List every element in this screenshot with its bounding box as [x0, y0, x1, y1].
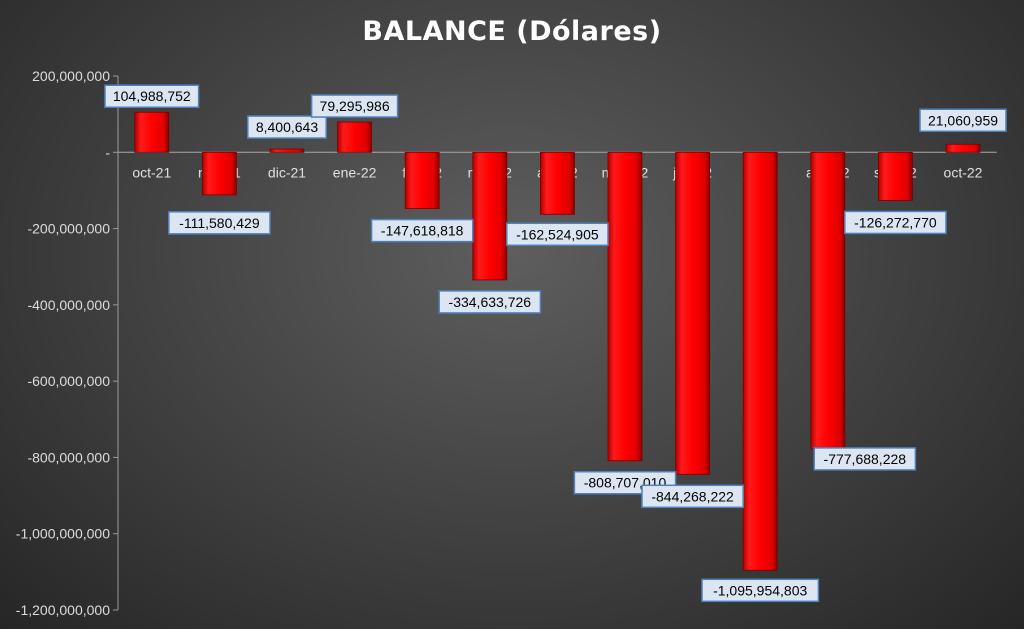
data-labels-layer: 104,988,752 -111,580,429 8,400,64379,295,9…: [104, 84, 1007, 603]
y-tick-label: 200,000,000: [32, 68, 110, 84]
y-tick-label: -600,000,000: [27, 373, 110, 389]
data-label: 79,295,986: [320, 98, 390, 114]
bar-dic-21: [269, 148, 305, 153]
data-label: 8,400,643: [256, 119, 318, 135]
data-label-box: [370, 218, 474, 243]
data-label: 21,060,959: [928, 112, 998, 128]
data-label-box: [168, 211, 271, 235]
bar-mar-22: [472, 151, 508, 281]
data-label: -334,633,726: [449, 294, 532, 310]
bar-ago-22: [810, 151, 846, 450]
data-label: -111,580,429: [179, 215, 260, 231]
data-label: -844,268,222: [651, 488, 734, 504]
bar-abr-22: [540, 151, 575, 215]
data-label-box: [438, 290, 542, 314]
y-tick-label: -1,000,000,000: [16, 526, 110, 542]
y-tick-label: -400,000,000: [27, 297, 110, 313]
data-label: -147,618,818: [381, 223, 464, 239]
y-tick-label: -: [105, 144, 110, 160]
data-label: -126,272,770: [854, 214, 937, 230]
data-label-box: [844, 210, 947, 235]
data-label: -1,095,954,803: [713, 582, 807, 598]
bar-oct-22: [945, 143, 981, 153]
data-label-box: [247, 115, 327, 139]
data-label: -162,524,905: [516, 226, 599, 242]
y-tick-label: -1,200,000,000: [16, 602, 110, 618]
chart-title: BALANCE (Dólares): [362, 16, 662, 47]
x-tick-label: oct-21: [132, 164, 171, 180]
data-label-box: [701, 578, 820, 603]
bars-layer: [134, 111, 981, 571]
y-tick-label: -800,000,000: [27, 449, 110, 465]
bar-ene-22: [337, 121, 373, 153]
x-tick-label: ene-22: [333, 164, 377, 180]
x-tick-label: dic-21: [268, 164, 306, 180]
bar-jun-22: [675, 151, 710, 475]
bar-feb-22: [404, 151, 440, 209]
data-label: 104,988,752: [113, 88, 191, 104]
bar-jul-22: [742, 151, 778, 571]
y-tick-label: -200,000,000: [27, 221, 110, 237]
bar-oct-21: [134, 111, 170, 153]
data-label-box: [310, 94, 399, 118]
data-label: -777,688,228: [824, 451, 907, 467]
bar-nov-21: [201, 151, 237, 196]
bar-may-22: [607, 151, 643, 462]
data-label-box: [919, 108, 1007, 133]
data-label-box: [104, 84, 200, 108]
data-label-box: [506, 222, 609, 247]
data-label-box: [641, 484, 744, 509]
data-label-box: [813, 447, 917, 471]
x-tick-label: oct-22: [944, 164, 983, 180]
bar-sep-22: [878, 151, 913, 201]
